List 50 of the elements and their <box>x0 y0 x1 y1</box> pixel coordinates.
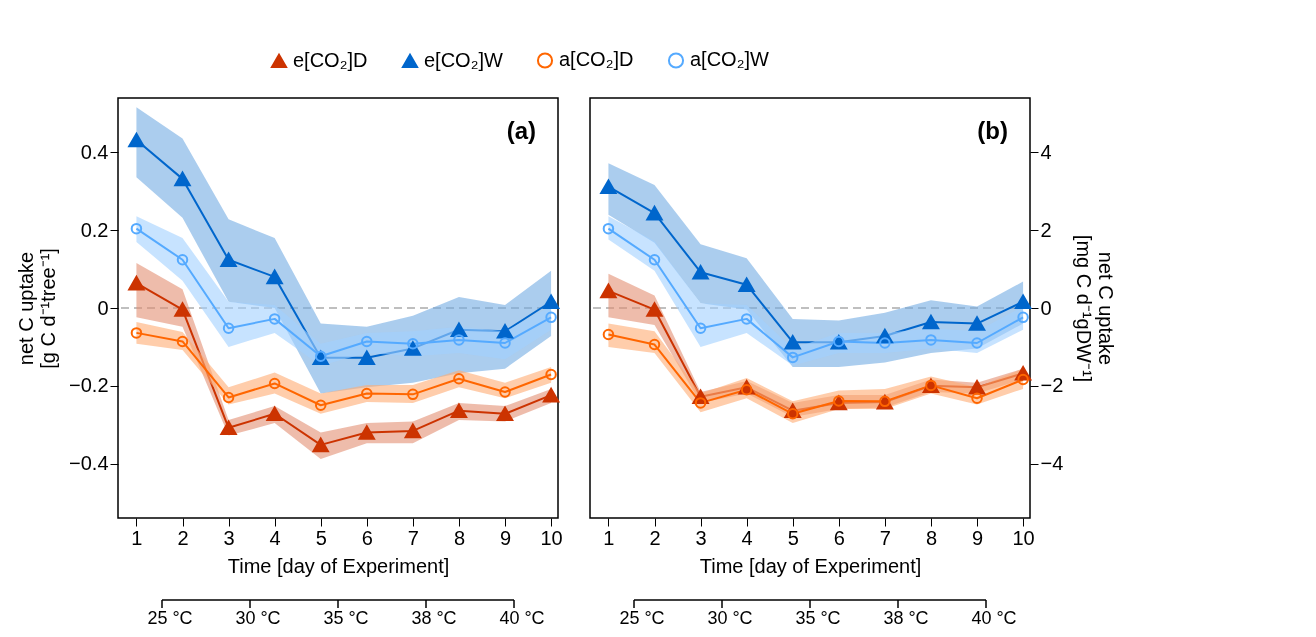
x-tick-label: 4 <box>269 526 281 549</box>
x-axis-title: Time [day of Experiment] <box>699 554 922 577</box>
legend-label: a[CO₂]D <box>559 48 634 71</box>
x-tick-label: 3 <box>223 526 235 549</box>
y2-tick-label: −2 <box>1040 374 1064 397</box>
x-tick-label: 4 <box>741 526 753 549</box>
text: 35 °C <box>795 608 841 628</box>
x-tick-label: 2 <box>649 526 661 549</box>
x-tick-label: 2 <box>177 526 189 549</box>
legend-label: a[CO₂]W <box>690 48 769 71</box>
text: 30 °C <box>707 608 753 628</box>
x-tick-label: 7 <box>407 526 419 549</box>
text: 40 °C <box>499 608 545 628</box>
text: 40 °C <box>971 608 1017 628</box>
y2-tick-label: 2 <box>1040 218 1052 241</box>
x-tick-label: 3 <box>695 526 707 549</box>
legend-label: e[CO₂]D <box>293 48 368 71</box>
text: 30 °C <box>235 608 281 628</box>
x-tick-label: 6 <box>833 526 845 549</box>
y2-axis-title: net C uptake [mg C d⁻¹gDW⁻¹] <box>1073 234 1118 383</box>
x-tick-label: 5 <box>787 526 799 549</box>
text: 35 °C <box>323 608 369 628</box>
x-tick-label: 10 <box>1012 526 1035 549</box>
x-tick-label: 9 <box>499 526 512 549</box>
x-tick-label: 5 <box>315 526 327 549</box>
y-tick-label: −0.4 <box>69 452 109 475</box>
x-tick-label: 1 <box>131 526 143 549</box>
x-tick-label: 9 <box>971 526 984 549</box>
x-tick-label: 7 <box>879 526 891 549</box>
annotation: (b) <box>977 117 1008 144</box>
x-tick-label: 6 <box>361 526 373 549</box>
legend-label: e[CO₂]W <box>424 48 503 71</box>
y-tick-label: 0 <box>97 296 109 319</box>
text: 25 °C <box>619 608 665 628</box>
x-tick-label: 10 <box>540 526 563 549</box>
text: 25 °C <box>147 608 193 628</box>
annotation: (a) <box>506 117 536 144</box>
y-tick-label: 0.4 <box>80 140 109 163</box>
y2-tick-label: −4 <box>1040 452 1064 475</box>
x-tick-label: 8 <box>925 526 937 549</box>
y2-tick-label: 0 <box>1040 296 1052 319</box>
x-axis-title: Time [day of Experiment] <box>227 554 450 577</box>
text: 38 °C <box>411 608 457 628</box>
y2-tick-label: 4 <box>1040 140 1052 163</box>
x-tick-label: 8 <box>453 526 465 549</box>
y-tick-label: −0.2 <box>69 374 109 397</box>
y-tick-label: 0.2 <box>80 218 109 241</box>
x-tick-label: 1 <box>603 526 615 549</box>
text: 38 °C <box>883 608 929 628</box>
y-axis-title: net C uptake [g C d⁻¹tree⁻¹] <box>15 248 60 369</box>
